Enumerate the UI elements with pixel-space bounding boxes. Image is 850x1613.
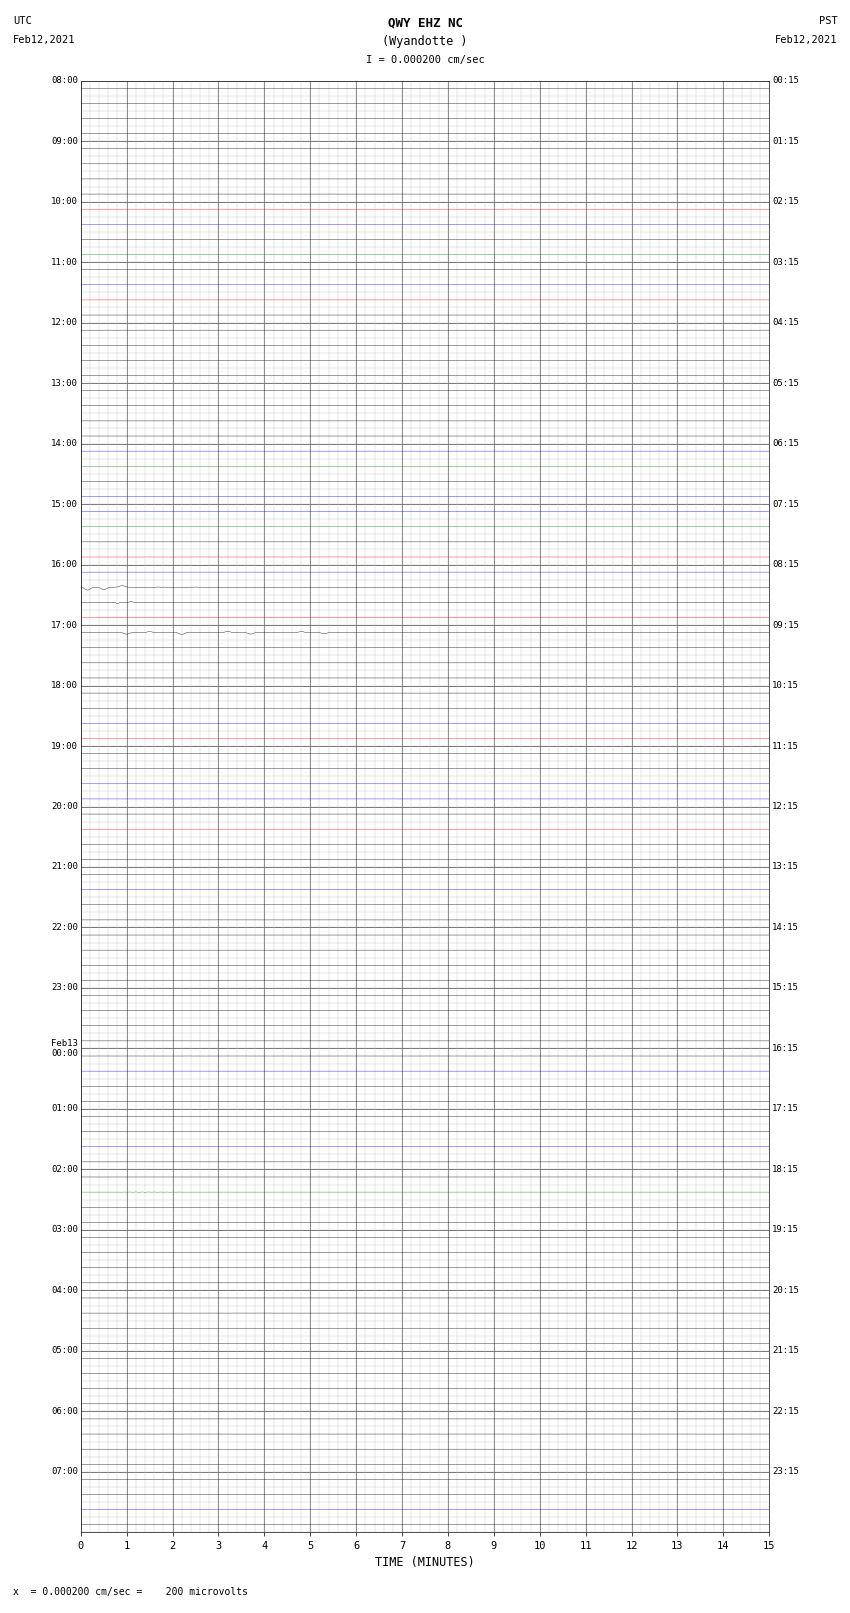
Text: PST: PST — [819, 16, 837, 26]
Text: 19:15: 19:15 — [772, 1226, 799, 1234]
Text: 02:15: 02:15 — [772, 197, 799, 206]
Text: 23:00: 23:00 — [51, 984, 78, 992]
Text: 00:15: 00:15 — [772, 76, 799, 85]
Text: 04:00: 04:00 — [51, 1286, 78, 1295]
Text: QWY EHZ NC: QWY EHZ NC — [388, 16, 462, 29]
Text: 02:00: 02:00 — [51, 1165, 78, 1174]
Text: 14:15: 14:15 — [772, 923, 799, 932]
Text: 11:00: 11:00 — [51, 258, 78, 266]
Text: 16:00: 16:00 — [51, 560, 78, 569]
Text: 15:15: 15:15 — [772, 984, 799, 992]
Text: 11:15: 11:15 — [772, 742, 799, 750]
Text: 20:00: 20:00 — [51, 802, 78, 811]
Text: 14:00: 14:00 — [51, 439, 78, 448]
Text: 22:00: 22:00 — [51, 923, 78, 932]
Text: 18:15: 18:15 — [772, 1165, 799, 1174]
Text: 13:15: 13:15 — [772, 863, 799, 871]
Text: 12:15: 12:15 — [772, 802, 799, 811]
Text: 15:00: 15:00 — [51, 500, 78, 508]
Text: 05:15: 05:15 — [772, 379, 799, 387]
Text: 01:15: 01:15 — [772, 137, 799, 145]
Text: 13:00: 13:00 — [51, 379, 78, 387]
Text: Feb12,2021: Feb12,2021 — [774, 35, 837, 45]
Text: (Wyandotte ): (Wyandotte ) — [382, 35, 468, 48]
Text: 06:00: 06:00 — [51, 1407, 78, 1416]
Text: 19:00: 19:00 — [51, 742, 78, 750]
Text: 09:15: 09:15 — [772, 621, 799, 629]
Text: UTC: UTC — [13, 16, 31, 26]
X-axis label: TIME (MINUTES): TIME (MINUTES) — [375, 1555, 475, 1568]
Text: 22:15: 22:15 — [772, 1407, 799, 1416]
Text: 08:00: 08:00 — [51, 76, 78, 85]
Text: 10:15: 10:15 — [772, 681, 799, 690]
Text: 05:00: 05:00 — [51, 1347, 78, 1355]
Text: Feb12,2021: Feb12,2021 — [13, 35, 76, 45]
Text: 18:00: 18:00 — [51, 681, 78, 690]
Text: 06:15: 06:15 — [772, 439, 799, 448]
Text: 04:15: 04:15 — [772, 318, 799, 327]
Text: 03:00: 03:00 — [51, 1226, 78, 1234]
Text: 09:00: 09:00 — [51, 137, 78, 145]
Text: I = 0.000200 cm/sec: I = 0.000200 cm/sec — [366, 55, 484, 65]
Text: 23:15: 23:15 — [772, 1468, 799, 1476]
Text: 07:00: 07:00 — [51, 1468, 78, 1476]
Text: 03:15: 03:15 — [772, 258, 799, 266]
Text: 21:00: 21:00 — [51, 863, 78, 871]
Text: 01:00: 01:00 — [51, 1105, 78, 1113]
Text: 17:15: 17:15 — [772, 1105, 799, 1113]
Text: x  = 0.000200 cm/sec =    200 microvolts: x = 0.000200 cm/sec = 200 microvolts — [13, 1587, 247, 1597]
Text: 17:00: 17:00 — [51, 621, 78, 629]
Text: Feb13
00:00: Feb13 00:00 — [51, 1039, 78, 1058]
Text: 10:00: 10:00 — [51, 197, 78, 206]
Text: 08:15: 08:15 — [772, 560, 799, 569]
Text: 07:15: 07:15 — [772, 500, 799, 508]
Text: 12:00: 12:00 — [51, 318, 78, 327]
Text: 16:15: 16:15 — [772, 1044, 799, 1053]
Text: 20:15: 20:15 — [772, 1286, 799, 1295]
Text: 21:15: 21:15 — [772, 1347, 799, 1355]
